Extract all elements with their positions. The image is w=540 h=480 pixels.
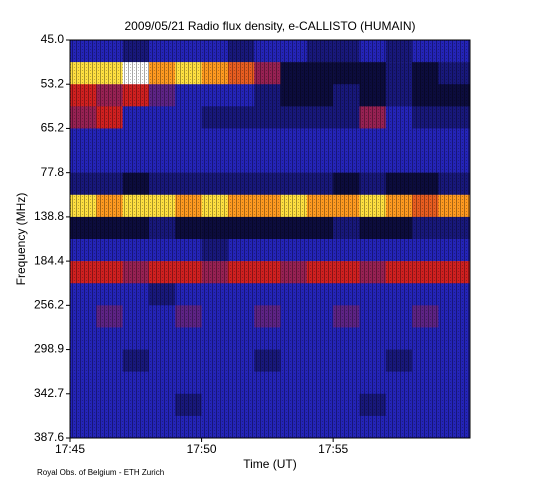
- axes: 45.0 53.2 65.2 77.8 138.8 184.4 256.2 298.9 342.…: [34, 32, 349, 456]
- y-tick-label: 65.2: [41, 121, 65, 135]
- y-tick-label: 387.6: [34, 430, 64, 444]
- y-tick-label: 77.8: [41, 165, 65, 179]
- footer: Royal Obs. of Belgium - ETH Zurich: [37, 468, 164, 477]
- x-tick-label: 17:55: [318, 442, 348, 456]
- y-tick-label: 298.9: [34, 342, 64, 356]
- y-tick-label: 45.0: [41, 32, 65, 46]
- y-tick-label: 138.8: [34, 209, 64, 223]
- y-tick-label: 342.7: [34, 386, 64, 400]
- y-tick-label: 184.4: [34, 253, 64, 267]
- x-tick-label: 17:50: [187, 442, 217, 456]
- y-tick-label: 53.2: [41, 76, 65, 90]
- texture: [70, 40, 470, 438]
- y-tick-label: 256.2: [34, 298, 64, 312]
- plot-frame: [69, 39, 471, 439]
- x-axis-label: Time (UT): [243, 457, 297, 471]
- x-tick-label: 17:45: [55, 442, 85, 456]
- y-axis-label: Frequency (MHz): [14, 193, 28, 286]
- chart-title: 2009/05/21 Radio flux density, e-CALLIST…: [124, 19, 415, 33]
